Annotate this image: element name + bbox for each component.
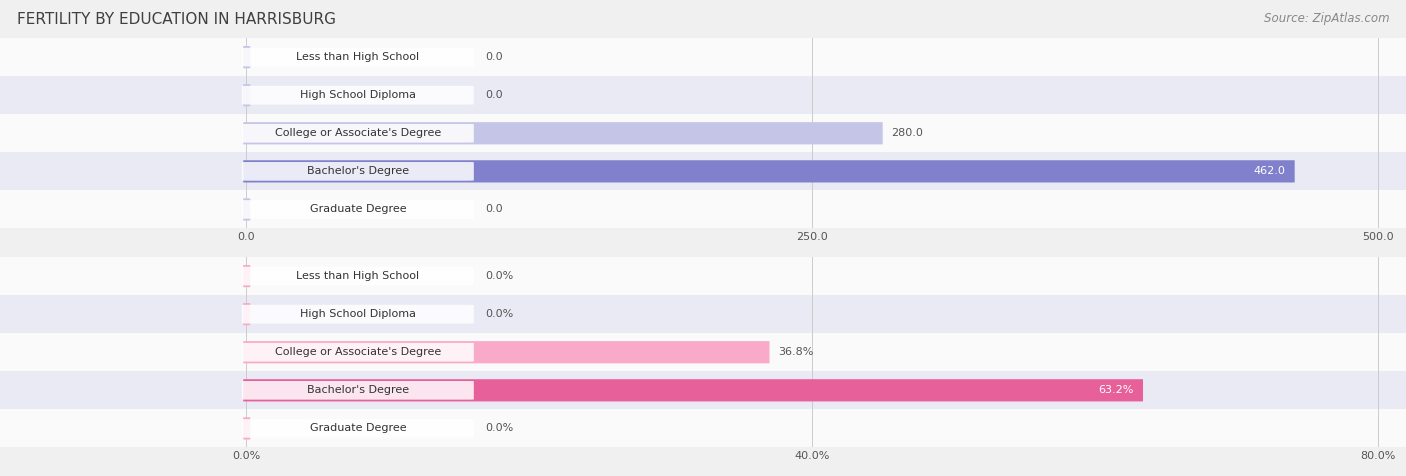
Text: 80.0%: 80.0% xyxy=(1360,451,1396,461)
FancyBboxPatch shape xyxy=(242,48,474,67)
Text: Source: ZipAtlas.com: Source: ZipAtlas.com xyxy=(1264,12,1389,25)
Bar xyxy=(0,38,1406,76)
Bar xyxy=(0,152,1406,190)
FancyBboxPatch shape xyxy=(242,86,474,105)
Text: 0.0%: 0.0% xyxy=(232,451,260,461)
Text: College or Associate's Degree: College or Associate's Degree xyxy=(274,347,441,357)
FancyBboxPatch shape xyxy=(242,200,474,219)
Bar xyxy=(0,409,1406,447)
FancyBboxPatch shape xyxy=(242,343,474,362)
Text: 0.0%: 0.0% xyxy=(485,271,513,281)
Text: 36.8%: 36.8% xyxy=(778,347,813,357)
FancyBboxPatch shape xyxy=(242,305,474,324)
Bar xyxy=(0,295,1406,333)
FancyBboxPatch shape xyxy=(243,84,250,106)
Text: 500.0: 500.0 xyxy=(1362,232,1393,242)
Text: 0.0: 0.0 xyxy=(485,52,503,62)
Text: 0.0: 0.0 xyxy=(238,232,254,242)
Text: Less than High School: Less than High School xyxy=(297,271,419,281)
Text: Graduate Degree: Graduate Degree xyxy=(309,204,406,215)
FancyBboxPatch shape xyxy=(242,419,474,438)
Text: 250.0: 250.0 xyxy=(796,232,828,242)
Bar xyxy=(0,76,1406,114)
Text: High School Diploma: High School Diploma xyxy=(299,309,416,319)
Text: 0.0: 0.0 xyxy=(485,90,503,100)
FancyBboxPatch shape xyxy=(242,162,474,181)
Text: 63.2%: 63.2% xyxy=(1098,385,1133,396)
Text: 0.0%: 0.0% xyxy=(485,423,513,434)
Text: FERTILITY BY EDUCATION IN HARRISBURG: FERTILITY BY EDUCATION IN HARRISBURG xyxy=(17,12,336,27)
Text: Bachelor's Degree: Bachelor's Degree xyxy=(307,166,409,177)
Bar xyxy=(0,371,1406,409)
Text: 0.0: 0.0 xyxy=(485,204,503,215)
Bar xyxy=(0,190,1406,228)
FancyBboxPatch shape xyxy=(243,417,250,439)
Text: Graduate Degree: Graduate Degree xyxy=(309,423,406,434)
FancyBboxPatch shape xyxy=(242,124,474,143)
FancyBboxPatch shape xyxy=(243,265,250,287)
FancyBboxPatch shape xyxy=(243,198,250,220)
Bar xyxy=(0,333,1406,371)
Text: Less than High School: Less than High School xyxy=(297,52,419,62)
FancyBboxPatch shape xyxy=(243,160,1295,182)
Text: College or Associate's Degree: College or Associate's Degree xyxy=(274,128,441,139)
Text: 0.0%: 0.0% xyxy=(485,309,513,319)
Text: 462.0: 462.0 xyxy=(1253,166,1285,177)
Text: Bachelor's Degree: Bachelor's Degree xyxy=(307,385,409,396)
FancyBboxPatch shape xyxy=(243,46,250,68)
Bar xyxy=(0,114,1406,152)
FancyBboxPatch shape xyxy=(243,341,769,363)
FancyBboxPatch shape xyxy=(243,122,883,144)
Bar xyxy=(0,257,1406,295)
Text: High School Diploma: High School Diploma xyxy=(299,90,416,100)
FancyBboxPatch shape xyxy=(242,267,474,286)
FancyBboxPatch shape xyxy=(243,303,250,325)
FancyBboxPatch shape xyxy=(243,379,1143,401)
Text: 40.0%: 40.0% xyxy=(794,451,830,461)
FancyBboxPatch shape xyxy=(242,381,474,400)
Text: 280.0: 280.0 xyxy=(891,128,922,139)
